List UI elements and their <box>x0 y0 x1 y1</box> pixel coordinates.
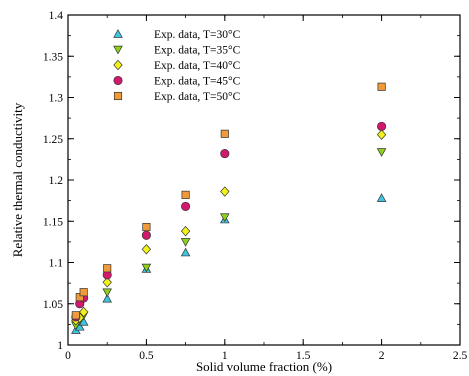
data-point <box>141 230 151 240</box>
data-point <box>181 190 190 199</box>
x-axis-label: Solid volume fraction (%) <box>196 359 332 374</box>
data-point <box>79 288 88 297</box>
data-point <box>220 129 229 138</box>
y-tick-label: 1.05 <box>43 299 63 311</box>
y-tick-label: 1.15 <box>43 216 63 228</box>
data-point <box>142 222 151 232</box>
data-point <box>377 82 386 91</box>
legend-item: Exp. data, T=45°C <box>113 75 241 88</box>
data-point <box>181 201 191 211</box>
data-point <box>102 293 112 303</box>
data-points <box>71 82 387 334</box>
series-1 <box>71 193 387 334</box>
x-tick-label: 1 <box>222 350 228 362</box>
data-point <box>79 306 89 318</box>
legend-item: Exp. data, T=50°C <box>113 91 241 103</box>
legend-marker <box>113 91 123 101</box>
data-point <box>220 149 230 159</box>
data-point <box>376 193 387 202</box>
data-point <box>141 263 152 273</box>
legend-marker <box>113 59 123 71</box>
x-tick-label: 0.5 <box>139 350 154 362</box>
data-point <box>180 238 191 247</box>
data-point <box>103 264 112 273</box>
data-point <box>377 121 387 131</box>
y-axis-label: Relative thermal conductivity <box>10 102 25 257</box>
legend-item: Exp. data, T=30°C <box>113 29 241 41</box>
x-tick-label: 1.5 <box>296 350 311 362</box>
x-tick-label: 2 <box>379 350 385 362</box>
data-point <box>376 148 387 157</box>
tick-labels: 0 0.5 1 1.5 2 2.5 1 1.05 1.1 1.15 1.2 1.25 1.3 1.35 1.… <box>43 10 468 362</box>
data-point <box>141 244 152 255</box>
y-tick-label: 1 <box>57 340 63 352</box>
x-tick-label: 2.5 <box>453 350 468 362</box>
data-point <box>180 225 191 237</box>
legend-label: Exp. data, T=35°C <box>154 45 241 57</box>
legend-item: Exp. data, T=35°C <box>113 45 241 57</box>
y-tick-label: 1.4 <box>49 10 64 22</box>
y-tick-label: 1.2 <box>49 175 64 187</box>
y-tick-label: 1.25 <box>43 134 63 146</box>
y-tick-label: 1.1 <box>49 258 64 270</box>
legend: Exp. data, T=30°C Exp. data, T=35°C Exp. d… <box>113 29 241 103</box>
series-5 <box>71 82 386 320</box>
y-tick-label: 1.35 <box>43 51 63 63</box>
data-point <box>220 186 230 197</box>
data-point <box>376 129 387 140</box>
data-point <box>102 277 112 288</box>
legend-marker <box>113 75 123 86</box>
legend-marker <box>113 29 123 38</box>
data-point <box>102 288 112 298</box>
legend-label: Exp. data, T=45°C <box>154 76 241 88</box>
data-point <box>220 213 230 223</box>
data-point <box>71 311 80 320</box>
x-tick-label: 0 <box>65 350 71 362</box>
legend-label: Exp. data, T=40°C <box>154 60 241 72</box>
legend-label: Exp. data, T=30°C <box>154 29 241 41</box>
legend-marker <box>113 45 123 55</box>
y-tick-label: 1.3 <box>49 93 64 105</box>
legend-label: Exp. data, T=50°C <box>154 91 241 103</box>
axis-ticks <box>67 14 461 346</box>
legend-item: Exp. data, T=40°C <box>113 59 241 72</box>
data-point <box>180 247 191 257</box>
